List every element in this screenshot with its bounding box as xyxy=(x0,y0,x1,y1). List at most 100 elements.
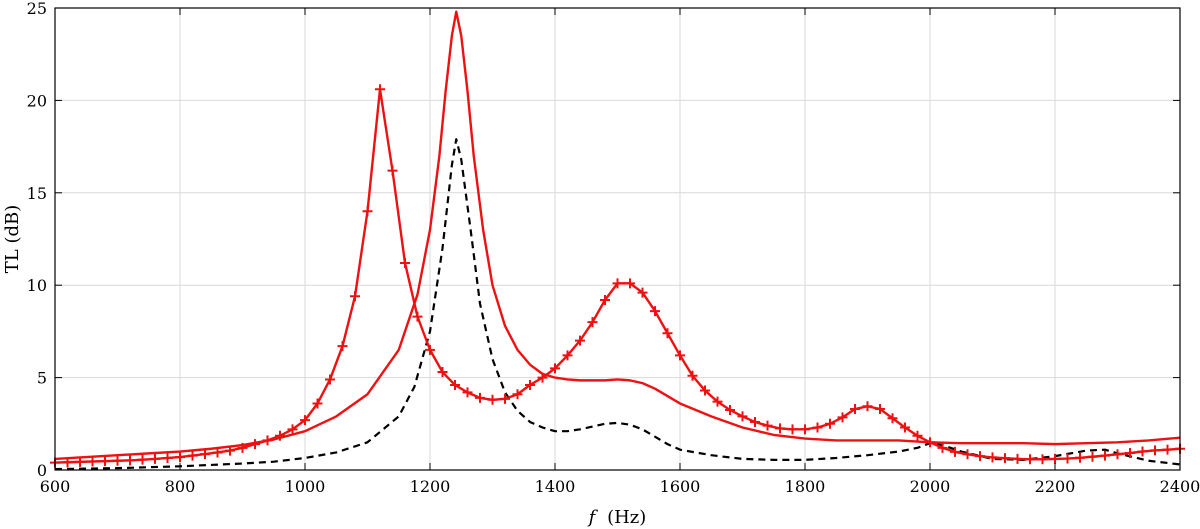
plus-marker xyxy=(75,456,85,467)
plus-marker xyxy=(487,394,498,405)
plus-marker xyxy=(812,422,823,433)
x-tick-label: 800 xyxy=(165,477,196,496)
plus-marker xyxy=(362,206,373,217)
series-layer xyxy=(50,10,1185,471)
plus-marker xyxy=(1150,445,1160,456)
x-tick-label: 2000 xyxy=(910,477,951,496)
plus-marker xyxy=(600,294,610,305)
plus-marker xyxy=(212,447,223,458)
plus-marker xyxy=(1162,444,1173,455)
plus-marker xyxy=(537,372,548,383)
y-axis-label: TL (dB) xyxy=(2,205,23,273)
plus-marker xyxy=(525,379,535,390)
plus-marker xyxy=(512,389,523,400)
x-tick-label: 1000 xyxy=(285,477,326,496)
plus-marker xyxy=(1137,446,1148,457)
x-tick-label: 1400 xyxy=(535,477,576,496)
plus-marker xyxy=(862,401,873,412)
plus-marker xyxy=(462,387,473,398)
plus-marker xyxy=(900,422,910,433)
plus-marker xyxy=(200,449,210,460)
plus-marker xyxy=(912,430,923,441)
series-3 xyxy=(50,84,1185,468)
series-1 xyxy=(54,138,1181,471)
plus-marker xyxy=(625,278,635,289)
y-tick-label: 5 xyxy=(37,369,47,388)
y-tick-label: 15 xyxy=(27,184,47,203)
plus-marker xyxy=(187,450,198,461)
plus-marker xyxy=(1000,453,1010,464)
plus-marker xyxy=(175,452,185,463)
plus-marker xyxy=(150,453,160,464)
x-tick-label: 1200 xyxy=(410,477,451,496)
series-line xyxy=(54,88,1181,464)
plus-marker xyxy=(700,385,710,396)
plus-marker xyxy=(275,430,285,441)
plus-marker xyxy=(300,415,310,426)
plus-marker xyxy=(775,423,785,434)
plus-marker xyxy=(575,335,585,346)
series-line xyxy=(54,10,1181,461)
plus-marker xyxy=(287,424,298,435)
plus-marker xyxy=(825,418,835,429)
plus-marker xyxy=(450,379,460,390)
y-tick-label: 0 xyxy=(37,461,47,480)
plus-marker xyxy=(687,370,698,381)
plus-marker xyxy=(1075,452,1085,463)
x-tick-label: 600 xyxy=(40,477,71,496)
plus-marker xyxy=(725,404,735,415)
plus-marker xyxy=(962,449,973,460)
plus-marker xyxy=(987,452,998,463)
x-tick-label: 2400 xyxy=(1160,477,1200,496)
plus-marker xyxy=(1100,450,1110,461)
plus-marker xyxy=(887,413,898,424)
plus-marker xyxy=(350,291,360,302)
plus-marker xyxy=(712,396,723,407)
plus-marker xyxy=(62,457,73,468)
plus-marker xyxy=(675,350,685,361)
x-axis-label: f (Hz) xyxy=(587,507,647,528)
plus-marker xyxy=(587,317,598,328)
plus-marker xyxy=(837,412,848,423)
plus-marker xyxy=(412,311,423,322)
plus-marker xyxy=(325,374,335,385)
plus-marker xyxy=(100,456,110,467)
x-axis-variable: f xyxy=(587,507,599,528)
plus-marker xyxy=(500,393,510,404)
plus-marker xyxy=(400,258,410,269)
axis-ticks xyxy=(54,7,1181,471)
plus-marker xyxy=(850,404,860,415)
plus-marker xyxy=(662,328,673,339)
plus-marker xyxy=(1125,447,1135,458)
tick-labels: 600 800 1000 1200 1400 1600 1800 2000 2200 2400 0 5… xyxy=(27,0,1200,496)
plus-marker xyxy=(375,84,385,95)
y-tick-label: 25 xyxy=(27,0,47,18)
x-axis-unit: (Hz) xyxy=(607,507,646,528)
plus-marker xyxy=(762,420,773,431)
plus-marker xyxy=(925,437,935,448)
plus-marker xyxy=(475,392,485,403)
plus-marker xyxy=(550,363,560,374)
x-tick-label: 1800 xyxy=(785,477,826,496)
plus-marker xyxy=(787,424,798,435)
plus-marker xyxy=(950,446,960,457)
plus-marker xyxy=(387,165,398,176)
plus-marker xyxy=(612,278,623,289)
plus-marker xyxy=(112,455,123,466)
series-2 xyxy=(54,10,1181,461)
plus-marker xyxy=(937,442,948,453)
plus-marker xyxy=(125,455,135,466)
plus-marker xyxy=(87,456,98,467)
x-tick-label: 2200 xyxy=(1035,477,1076,496)
plus-marker xyxy=(975,451,985,462)
x-tick-label: 1600 xyxy=(660,477,701,496)
plus-marker xyxy=(1050,453,1060,464)
plus-marker xyxy=(237,442,248,453)
plus-marker xyxy=(875,404,885,415)
plus-marker xyxy=(425,344,435,355)
plus-marker xyxy=(137,454,148,465)
plus-marker xyxy=(800,424,810,435)
plus-marker xyxy=(737,411,748,422)
plus-marker xyxy=(1025,454,1035,465)
